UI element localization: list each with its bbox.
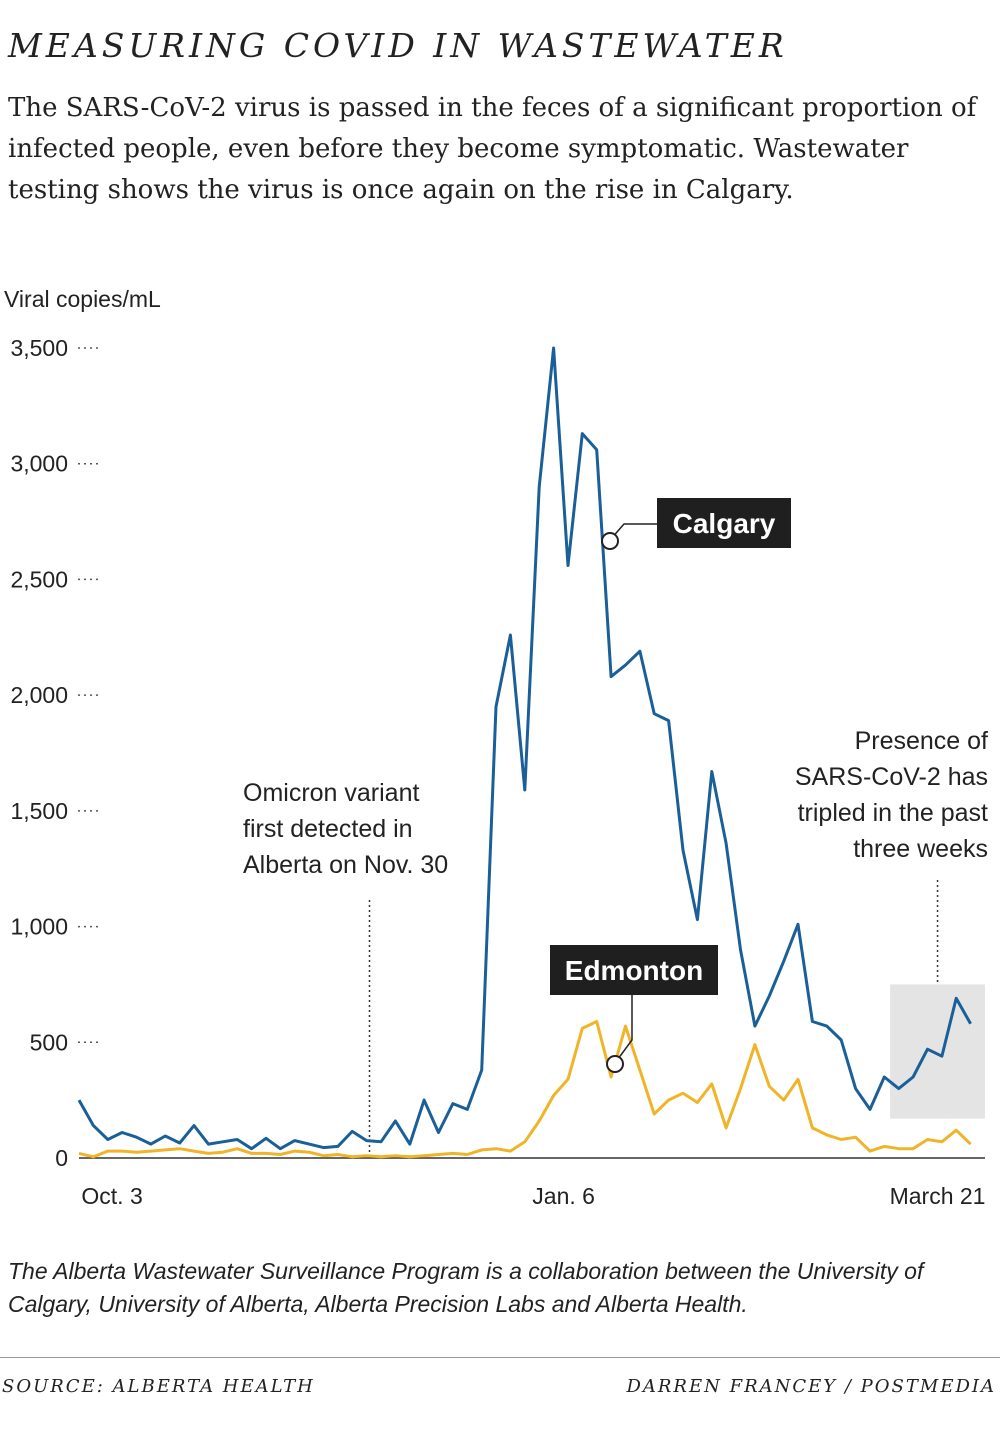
recent-weeks-highlight [890,984,985,1119]
chart-subtitle: The SARS-CoV-2 virus is passed in the fe… [8,93,977,205]
edmonton-label-box [550,945,718,995]
omicron-annotation: Omicron variant first detected in Alberta … [243,779,448,879]
y-tick-label: 3,500 [10,335,68,361]
calgary-marker [601,532,619,550]
edmonton-label: Edmonton [565,955,703,986]
footer-divider [0,1357,1000,1358]
calgary-label: Calgary [673,508,776,539]
y-tick-label: 0 [55,1145,68,1171]
x-tick-label: Oct. 3 [81,1183,142,1209]
chart-title: MEASURING COVID IN WASTEWATER [8,26,788,65]
calgary-label-box [657,498,791,548]
y-tick-label: 500 [30,1029,68,1055]
edmonton-line [78,1020,972,1159]
x-tick-label: March 21 [890,1183,986,1209]
edmonton-leader [614,995,633,1064]
y-tick-label: 2,000 [10,682,68,708]
y-tick-label: 1,500 [10,798,68,824]
source-credit: SOURCE: ALBERTA HEALTH [2,1376,315,1397]
footnote: The Alberta Wastewater Surveillance Prog… [8,1258,924,1317]
calgary-line [77,346,972,1151]
y-tick-label: 1,000 [10,914,68,940]
x-tick-label: Jan. 6 [532,1183,595,1209]
graphic-credit: DARREN FRANCEY / POSTMEDIA [626,1376,996,1397]
y-tick-label: 3,000 [10,451,68,477]
edmonton-marker [606,1055,624,1073]
y-axis-label: Viral copies/mL [4,286,161,312]
line-chart: Viral copies/mL 0 500 1,000 1,500 2,000 2,500… [4,286,988,1209]
presence-annotation: Presence of SARS-CoV-2 has tripled in the … [795,727,988,863]
y-tick-label: 2,500 [10,566,68,592]
